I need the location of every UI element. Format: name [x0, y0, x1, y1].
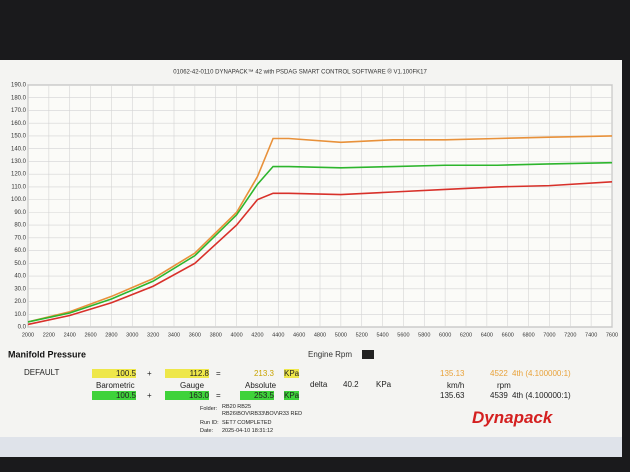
y-tick-label: 60.0 [14, 248, 26, 254]
label: Barometric [96, 381, 135, 390]
x-tick-label: 4400 [272, 332, 284, 338]
window-title: 01062-42-0110 DYNAPACK™ 42 with PSDAG SM… [173, 69, 427, 76]
x-tick-label: 3600 [189, 332, 201, 338]
operator: = [216, 369, 221, 378]
x-tick-label: 6200 [460, 332, 472, 338]
x-tick-label: 3000 [126, 332, 138, 338]
x-tick-label: 5400 [376, 332, 388, 338]
info-label: Run ID: [200, 420, 219, 426]
info: 2025-04-10 18:31:12 [222, 428, 274, 434]
x-tick-label: 5000 [335, 332, 347, 338]
x-tick-label: 5800 [418, 332, 430, 338]
value: 40.2 [343, 380, 359, 389]
y-tick-label: 140.0 [11, 146, 27, 152]
y-tick-label: 20.0 [14, 299, 26, 305]
x-tick-label: 7600 [606, 332, 618, 338]
x-tick-label: 6800 [522, 332, 534, 338]
preset: DEFAULT [24, 368, 60, 377]
y-tick-label: 90.0 [14, 210, 26, 216]
x-tick-label: 6600 [502, 332, 514, 338]
x-tick-label: 2000 [22, 332, 34, 338]
speed: 135.13 [440, 369, 465, 378]
x-tick-label: 4200 [251, 332, 263, 338]
x-tick-label: 6000 [439, 332, 451, 338]
speed: 135.63 [440, 391, 465, 400]
baro-value: 100.5 [92, 391, 136, 400]
x-tick-label: 2600 [84, 332, 96, 338]
info: RB26\BOV\RB33\BOV\R33 RED [222, 411, 303, 417]
info: RB20 RB25 [222, 404, 252, 410]
series-line [27, 161, 613, 323]
unit: KPa [284, 369, 300, 378]
y-tick-label: 190.0 [11, 83, 27, 89]
x-tick-label: 5600 [397, 332, 409, 338]
abs-value: 253.5 [240, 391, 274, 400]
label: Absolute [245, 381, 277, 390]
label: delta [310, 380, 328, 389]
gear: 4th (4.100000:1) [512, 391, 571, 400]
x-tick-label: 2400 [64, 332, 76, 338]
y-tick-label: 150.0 [11, 134, 27, 140]
baro-value: 100.5 [92, 369, 136, 378]
y-tick-label: 110.0 [11, 184, 26, 190]
label: km/h [447, 381, 465, 390]
x-tick-label: 3800 [210, 332, 222, 338]
x-tick-label: 7000 [543, 332, 555, 338]
y-tick-label: 0.0 [18, 325, 27, 331]
y-tick-label: 160.0 [11, 121, 27, 127]
operator: = [216, 391, 221, 400]
gauge-value: 163.0 [165, 391, 209, 400]
y-tick-label: 50.0 [14, 261, 26, 267]
y-tick-label: 70.0 [14, 235, 26, 241]
y-tick-label: 100.0 [11, 197, 27, 203]
info-label: Date: [200, 428, 214, 434]
unit: KPa [284, 391, 300, 400]
x-tick-label: 3400 [168, 332, 180, 338]
x-tick-label: 6400 [481, 332, 493, 338]
x-tick-label: 7400 [585, 332, 597, 338]
rpm: 4522 [490, 369, 508, 378]
series-line [27, 181, 613, 326]
rpm: 4539 [490, 391, 508, 400]
logo: Dynapack [472, 408, 553, 427]
gauge-value: 112.8 [165, 369, 209, 378]
info-label: Folder: [200, 406, 218, 412]
x-tick-label: 4000 [230, 332, 242, 338]
x-tick-label: 4800 [314, 332, 326, 338]
label: Gauge [180, 381, 205, 390]
x-tick-label: 4600 [293, 332, 305, 338]
label: rpm [497, 381, 511, 390]
abs-value: 213.3 [253, 369, 274, 378]
info: SET7 COMPLETED [222, 420, 272, 426]
y-tick-label: 180.0 [11, 95, 27, 101]
label: KPa [376, 380, 392, 389]
y-tick-label: 80.0 [14, 223, 26, 229]
operator: + [147, 369, 152, 378]
x-tick-label: 2200 [43, 332, 55, 338]
x-axis-label: Engine Rpm [308, 350, 352, 359]
y-tick-label: 130.0 [11, 159, 27, 165]
taskbar [0, 437, 622, 457]
y-tick-label: 40.0 [14, 274, 26, 280]
gear: 4th (4.100000:1) [512, 369, 571, 378]
x-tick-label: 3200 [147, 332, 159, 338]
y-tick-label: 10.0 [14, 312, 26, 318]
y-tick-label: 30.0 [14, 286, 26, 292]
x-tick-label: 5200 [356, 332, 368, 338]
y-axis-label: Manifold Pressure [8, 349, 86, 359]
y-tick-label: 170.0 [11, 108, 27, 114]
x-tick-label: 7200 [564, 332, 576, 338]
operator: + [147, 391, 152, 400]
series-line [27, 135, 613, 323]
x-tick-label: 2800 [105, 332, 117, 338]
dropdown[interactable] [362, 350, 374, 359]
y-tick-label: 120.0 [11, 172, 27, 178]
